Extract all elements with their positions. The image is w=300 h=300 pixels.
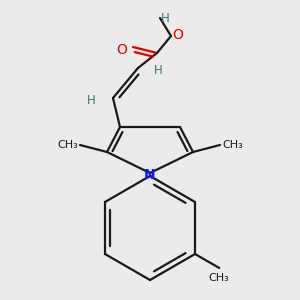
Text: CH₃: CH₃ [57,140,78,150]
Text: H: H [154,64,162,76]
Text: CH₃: CH₃ [208,273,230,283]
Text: O: O [117,43,128,57]
Text: H: H [87,94,95,106]
Text: H: H [160,11,169,25]
Text: O: O [172,28,183,42]
Text: N: N [144,168,156,182]
Text: CH₃: CH₃ [222,140,243,150]
